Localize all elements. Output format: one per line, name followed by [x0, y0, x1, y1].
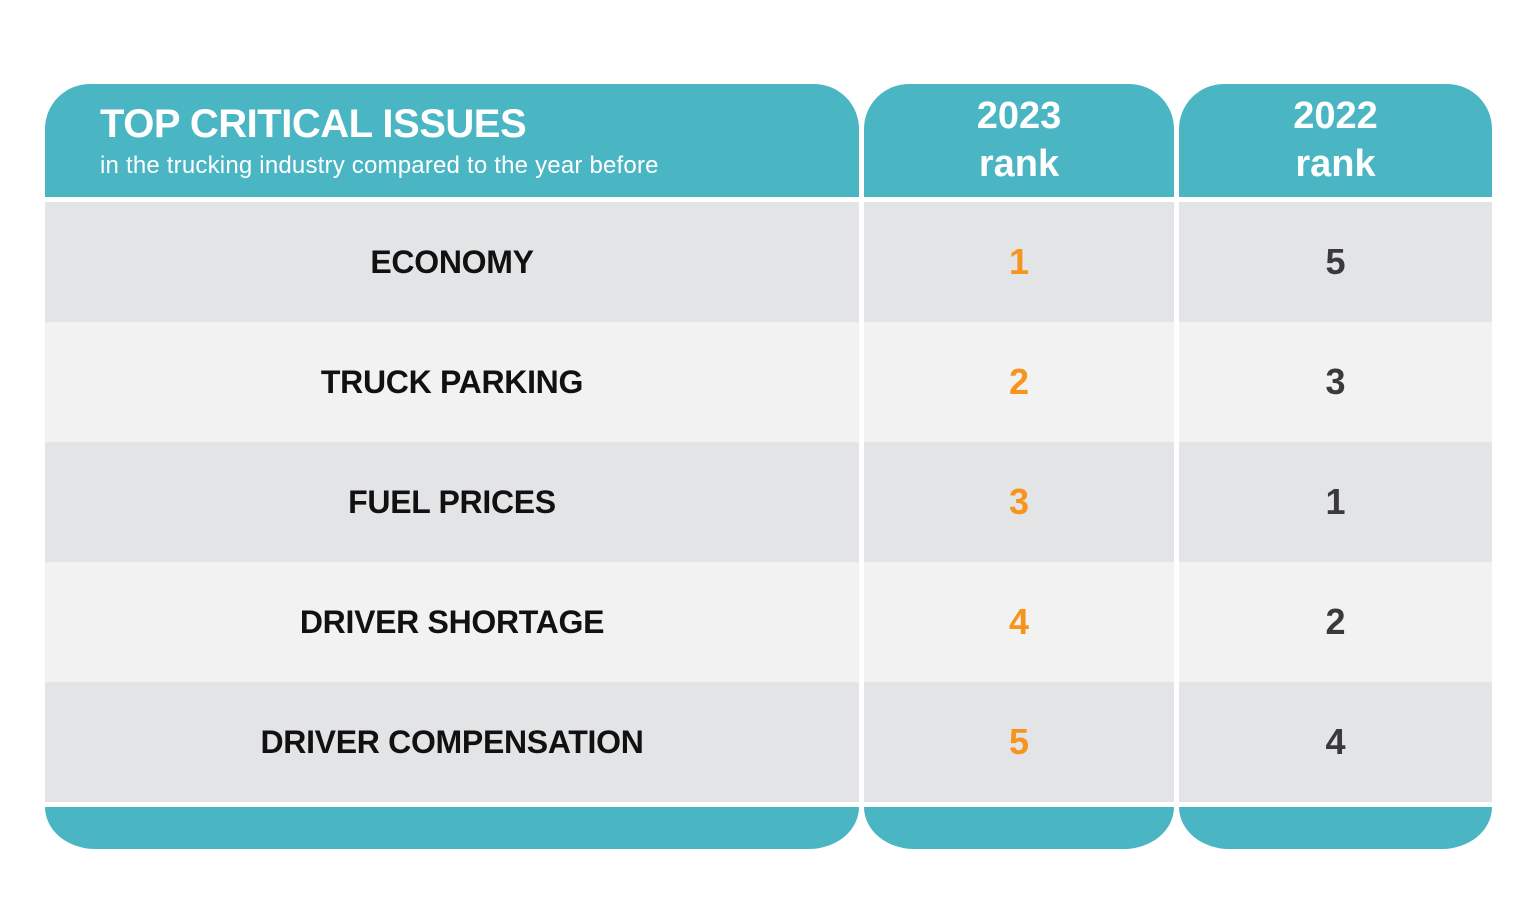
- rank-2022-column: 2022 rank 5 3 1 2 4: [1179, 84, 1492, 849]
- table-row: ECONOMY: [45, 202, 859, 322]
- table-row: FUEL PRICES: [45, 442, 859, 562]
- rank-2023-driver-shortage: 4: [1008, 601, 1030, 642]
- rank-cell: 3: [864, 442, 1174, 562]
- rank-2023-column: 2023 rank 1 2 3 4 5: [864, 84, 1174, 849]
- rank-cell: 4: [1179, 682, 1492, 802]
- rank-cell: 2: [1179, 562, 1492, 682]
- rank-2022-truck-parking: 3: [1325, 361, 1346, 402]
- rank-2023-economy: 1: [1008, 241, 1030, 282]
- column-year-2022: 2022: [1293, 95, 1378, 137]
- column-rank-word-2023: rank: [978, 142, 1060, 185]
- issue-label-truck-parking: TRUCK PARKING: [320, 363, 584, 400]
- issue-label-driver-compensation: DRIVER COMPENSATION: [260, 723, 644, 760]
- column-rank-word-2022: rank: [1295, 142, 1376, 185]
- issue-label-fuel-prices: FUEL PRICES: [348, 483, 556, 520]
- issues-column: TOP CRITICAL ISSUES in the trucking indu…: [45, 84, 859, 849]
- table-subtitle: in the trucking industry compared to the…: [100, 151, 659, 179]
- rank-2023-fuel-prices: 3: [1008, 481, 1030, 522]
- footer-bar-2022: [1179, 807, 1492, 849]
- rank-2023-driver-compensation: 5: [1008, 721, 1030, 762]
- rank-cell: 4: [864, 562, 1174, 682]
- column-header-2023: 2023 rank: [864, 84, 1174, 197]
- rank-2022-driver-shortage: 2: [1325, 601, 1346, 642]
- rank-2022-driver-compensation: 4: [1325, 721, 1346, 762]
- rank-cell: 1: [864, 202, 1174, 322]
- rank-cell: 3: [1179, 322, 1492, 442]
- table-row: TRUCK PARKING: [45, 322, 859, 442]
- column-header-2022: 2022 rank: [1179, 84, 1492, 197]
- table-row: DRIVER SHORTAGE: [45, 562, 859, 682]
- rank-2022-fuel-prices: 1: [1325, 481, 1346, 522]
- table-title: TOP CRITICAL ISSUES: [100, 101, 527, 146]
- rank-cell: 5: [1179, 202, 1492, 322]
- column-year-2023: 2023: [976, 95, 1062, 137]
- rank-cell: 2: [864, 322, 1174, 442]
- table-row: DRIVER COMPENSATION: [45, 682, 859, 802]
- critical-issues-table: TOP CRITICAL ISSUES in the trucking indu…: [45, 84, 1492, 849]
- table-header-main: TOP CRITICAL ISSUES in the trucking indu…: [45, 84, 859, 197]
- footer-bar-main: [45, 807, 859, 849]
- rank-2022-economy: 5: [1325, 241, 1346, 282]
- footer-bar-2023: [864, 807, 1174, 849]
- issue-label-economy: ECONOMY: [370, 243, 534, 280]
- issue-label-driver-shortage: DRIVER SHORTAGE: [299, 603, 605, 640]
- rank-cell: 1: [1179, 442, 1492, 562]
- rank-2023-truck-parking: 2: [1008, 361, 1030, 402]
- rank-cell: 5: [864, 682, 1174, 802]
